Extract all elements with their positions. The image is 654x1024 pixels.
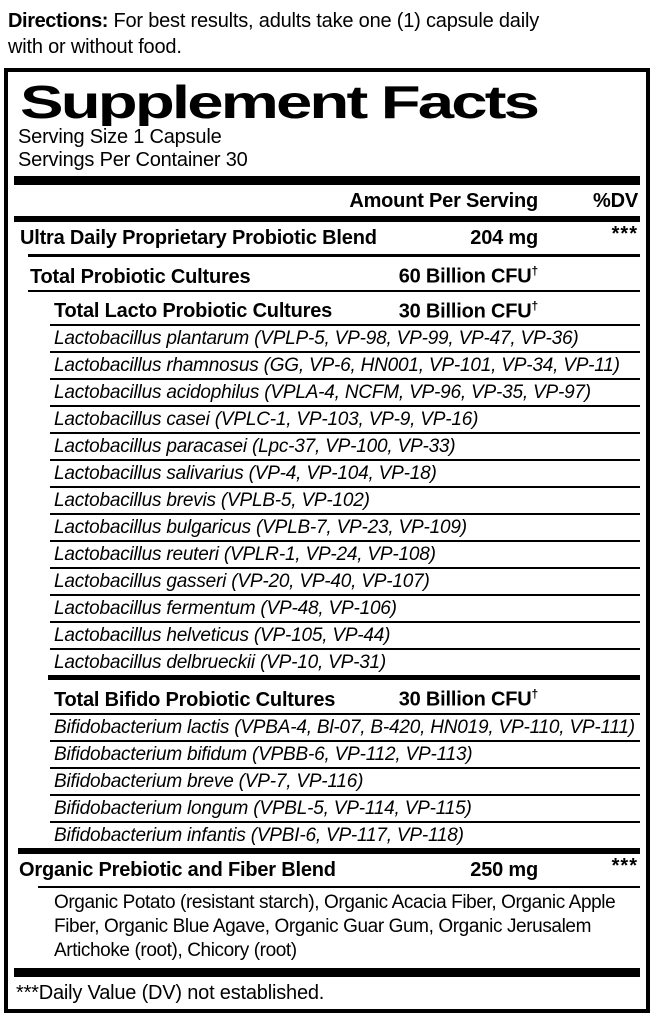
species-row: Lactobacillus rhamnosus (GG, VP-6, HN001… [54,355,620,377]
species-row: Lactobacillus bulgaricus (VPLB-7, VP-23,… [54,517,467,539]
directions-text: Directions: For best results, adults tak… [0,0,560,64]
dagger-mark: † [531,298,539,313]
divider-bar-footnote [14,967,640,977]
species-row: Lactobacillus paracasei (Lpc-37, VP-100,… [54,436,456,458]
prebiotic-ingredient-list: Organic Potato (resistant starch), Organ… [54,891,616,961]
total-probiotic-amount: 60 Billion CFU† [399,259,538,290]
rule [50,432,640,435]
rule [28,254,640,257]
panel-title: Supplement Facts [20,76,540,126]
species-row: Bifidobacterium longum (VPBL-5, VP-114, … [54,797,472,819]
rule [50,648,640,651]
blend1-amount: 204 mg [470,227,538,249]
column-amount-per-serving: Amount Per Serving [349,190,538,212]
rule [50,513,640,516]
row-total-lacto-cultures: Total Lacto Probiotic Cultures 30 Billio… [8,292,646,325]
rule [50,739,640,742]
servings-per-container: Servings Per Container 30 [18,149,248,171]
divider-bar-medium [14,216,640,222]
divider-bar-bifido [48,675,640,681]
divider-bar-prebiotic [18,847,640,854]
dagger-mark: † [531,264,539,278]
species-row: Lactobacillus acidophilus (VPLA-4, NCFM,… [54,382,591,404]
total-lacto-amount-text: 30 Billion CFU [398,300,532,323]
species-row: Lactobacillus brevis (VPLB-5, VP-102) [54,490,370,512]
supplement-facts-panel: Supplement Facts Serving Size 1 Capsule … [4,68,650,1013]
rule [50,486,640,489]
rule [50,766,640,769]
species-row: Lactobacillus casei (VPLC-1, VP-103, VP-… [54,409,479,431]
row-prebiotic-blend: Organic Prebiotic and Fiber Blend 250 mg… [8,854,646,886]
species-row: Bifidobacterium lactis (VPBA-4, Bl-07, B… [54,716,635,738]
row-total-probiotic-cultures: Total Probiotic Cultures 60 Billion CFU† [8,257,646,290]
column-header-row: Amount Per Serving %DV [8,185,646,216]
rule [50,712,640,715]
rule [50,567,640,570]
total-lacto-amount: 30 Billion CFU† [399,294,538,325]
column-percent-dv: %DV [593,190,638,212]
rule [50,351,640,354]
row-total-bifido-cultures: Total Bifido Probiotic Cultures 30 Billi… [8,680,646,713]
species-row: Lactobacillus salivarius (VP-4, VP-104, … [54,463,437,485]
dv-footnote: ***Daily Value (DV) not established. [16,981,325,1004]
rule [50,459,640,462]
species-row: Lactobacillus reuteri (VPLR-1, VP-24, VP… [54,544,436,566]
directions-label: Directions: [8,10,109,32]
divider-bar-thick [14,176,640,185]
species-row: Bifidobacterium breve (VP-7, VP-116) [54,770,364,792]
species-row: Lactobacillus delbrueckii (VP-10, VP-31) [54,652,387,674]
directions-body: For best results, adults take one (1) ca… [8,10,540,58]
blend1-dv: *** [611,223,638,245]
rule [50,378,640,381]
species-row: Lactobacillus helveticus (VP-105, VP-44) [54,625,391,647]
dagger-mark: † [531,687,539,702]
total-bifido-name: Total Bifido Probiotic Cultures [54,688,336,711]
blend2-amount: 250 mg [470,858,538,881]
rule [50,820,640,823]
panel-title-wrap: Supplement Facts [8,72,646,126]
row-ultra-daily-blend: Ultra Daily Proprietary Probiotic Blend … [8,222,646,254]
total-bifido-amount-text: 30 Billion CFU [398,688,532,711]
rule [50,793,640,796]
rule [50,540,640,543]
rule [50,594,640,597]
total-probiotic-amount-text: 60 Billion CFU [398,265,532,288]
rule [38,885,640,888]
total-lacto-name: Total Lacto Probiotic Cultures [54,300,333,323]
rule [28,289,640,292]
serving-size: Serving Size 1 Capsule [18,126,222,148]
species-row: Bifidobacterium infantis (VPBI-6, VP-117… [54,824,464,846]
blend2-name: Organic Prebiotic and Fiber Blend [19,858,336,881]
rule [50,405,640,408]
rule [50,324,640,327]
species-row: Lactobacillus gasseri (VP-20, VP-40, VP-… [54,571,430,593]
rule [50,621,640,624]
blend2-dv: *** [611,854,638,877]
species-row: Lactobacillus plantarum (VPLP-5, VP-98, … [54,328,579,350]
serving-info: Serving Size 1 Capsule Servings Per Cont… [8,126,646,176]
species-row: Lactobacillus fermentum (VP-48, VP-106) [54,598,397,620]
total-bifido-amount: 30 Billion CFU† [399,682,538,713]
species-row: Bifidobacterium bifidum (VPBB-6, VP-112,… [54,743,473,765]
total-probiotic-name: Total Probiotic Cultures [30,265,251,288]
blend1-name: Ultra Daily Proprietary Probiotic Blend [20,227,377,249]
